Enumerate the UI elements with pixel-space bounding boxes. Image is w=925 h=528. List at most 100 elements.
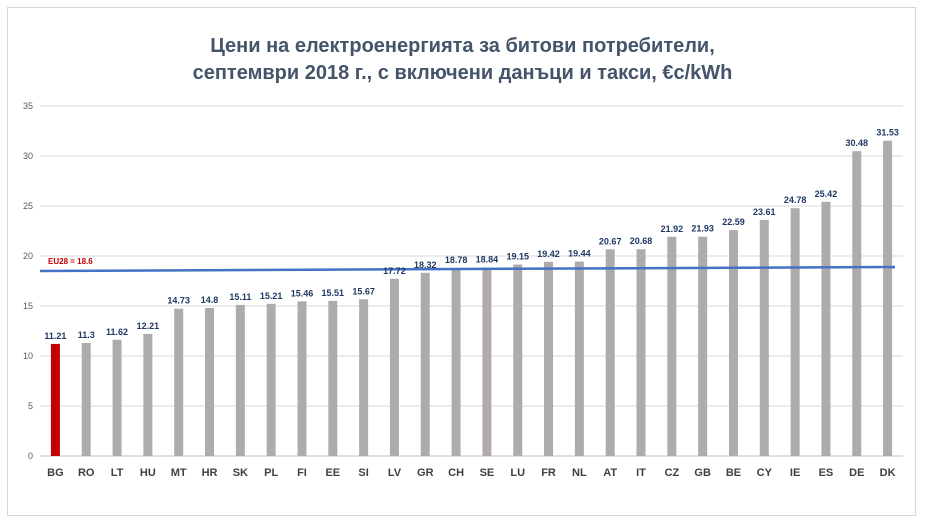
- category-label-es: ES: [819, 467, 834, 479]
- value-label-bg: 11.21: [44, 331, 66, 341]
- value-label-mt: 14.73: [167, 296, 190, 306]
- value-label-si: 15.67: [352, 286, 375, 296]
- bar-si: [359, 299, 369, 456]
- gridlines: [40, 105, 903, 457]
- category-label-ie: IE: [790, 467, 800, 479]
- value-label-de: 30.48: [846, 138, 869, 148]
- bar-pl: [266, 303, 276, 456]
- category-label-it: IT: [636, 467, 646, 479]
- value-label-se: 18.84: [476, 255, 499, 265]
- eu28-reference: EU28 = 18.6: [39, 257, 896, 273]
- y-tick-label: 30: [23, 151, 33, 161]
- category-label-ee: EE: [325, 467, 340, 479]
- category-label-gb: GB: [694, 467, 711, 479]
- category-label-ro: RO: [78, 467, 95, 479]
- bar-es: [821, 201, 831, 456]
- bar-gr: [420, 272, 430, 456]
- category-label-cy: CY: [757, 467, 773, 479]
- bar-nl: [574, 261, 584, 456]
- category-label-nl: NL: [572, 467, 587, 479]
- bar-hr: [205, 308, 215, 456]
- category-label-be: BE: [726, 467, 741, 479]
- bar-lv: [389, 278, 399, 456]
- value-label-gr: 18.32: [414, 260, 437, 270]
- value-label-gb: 21.93: [691, 224, 714, 234]
- value-label-fr: 19.42: [537, 249, 560, 259]
- category-labels: BG RO LT HU MT HR SK PL FI EE SI LV GR CH SE LU FR NL AT IT…: [47, 467, 895, 479]
- value-label-lv: 17.72: [383, 266, 406, 276]
- value-label-at: 20.67: [599, 236, 622, 246]
- category-label-fi: FI: [297, 467, 307, 479]
- value-label-cy: 23.61: [753, 207, 776, 217]
- y-tick-label: 20: [23, 251, 33, 261]
- bar-lt: [112, 339, 122, 456]
- bar-cy: [759, 219, 769, 456]
- value-label-fi: 15.46: [291, 288, 314, 298]
- bar-it: [636, 249, 646, 456]
- value-label-it: 20.68: [630, 236, 653, 246]
- category-label-hr: HR: [202, 467, 218, 479]
- category-label-bg: BG: [47, 467, 64, 479]
- bar-se: [482, 267, 492, 456]
- category-label-si: SI: [358, 467, 368, 479]
- y-tick-label: 5: [28, 401, 33, 411]
- value-label-nl: 19.44: [568, 249, 591, 259]
- bar-lu: [513, 264, 523, 456]
- bar-sk: [235, 304, 245, 456]
- category-label-sk: SK: [233, 467, 248, 479]
- value-label-hu: 12.21: [137, 321, 160, 331]
- value-label-be: 22.59: [722, 217, 745, 227]
- category-label-hu: HU: [140, 467, 156, 479]
- category-label-ch: CH: [448, 467, 464, 479]
- value-label-cz: 21.92: [661, 224, 684, 234]
- chart-title: Цени на електроенергията за битови потре…: [0, 33, 925, 87]
- value-label-pl: 15.21: [260, 291, 283, 301]
- value-label-sk: 15.11: [229, 292, 251, 302]
- bar-fi: [297, 301, 307, 456]
- value-label-ch: 18.78: [445, 255, 468, 265]
- bar-gb: [698, 236, 708, 456]
- value-label-lu: 19.15: [506, 252, 529, 262]
- category-label-gr: GR: [417, 467, 434, 479]
- value-label-es: 25.42: [815, 189, 838, 199]
- category-label-pl: PL: [264, 467, 278, 479]
- category-label-dk: DK: [880, 467, 896, 479]
- value-label-ro: 11.3: [78, 330, 95, 340]
- bar-be: [728, 230, 738, 456]
- bar-ie: [790, 208, 800, 456]
- bar-mt: [174, 308, 184, 456]
- bar-ro: [81, 343, 91, 456]
- value-label-hr: 14.8: [201, 295, 219, 305]
- y-tick-label: 15: [23, 301, 33, 311]
- bars: [50, 140, 893, 456]
- bar-at: [605, 249, 615, 456]
- y-tick-label: 0: [28, 451, 33, 461]
- value-label-lt: 11.62: [106, 327, 128, 337]
- chart-title-line-1: Цени на електроенергията за битови потре…: [210, 35, 715, 57]
- value-label-ie: 24.78: [784, 195, 807, 205]
- category-label-fr: FR: [541, 467, 556, 479]
- category-label-lt: LT: [111, 467, 124, 479]
- category-label-mt: MT: [171, 467, 187, 479]
- value-label-dk: 31.53: [876, 128, 899, 138]
- category-label-se: SE: [480, 467, 495, 479]
- bar-de: [852, 151, 862, 456]
- bar-cz: [667, 236, 677, 456]
- y-tick-label: 35: [23, 101, 33, 111]
- eu28-reference-line: [39, 265, 896, 273]
- bar-bg: [50, 343, 60, 456]
- y-axis-tick-labels: 0 5 10 15 20 25 30 35: [23, 101, 33, 461]
- bar-dk: [883, 140, 893, 456]
- eu28-reference-label: EU28 = 18.6: [48, 257, 93, 266]
- category-label-cz: CZ: [665, 467, 680, 479]
- category-label-at: AT: [603, 467, 617, 479]
- bar-fr: [544, 261, 554, 456]
- y-tick-label: 10: [23, 351, 33, 361]
- category-label-de: DE: [849, 467, 864, 479]
- y-tick-label: 25: [23, 201, 33, 211]
- bar-hu: [143, 333, 153, 456]
- bar-ch: [451, 268, 461, 456]
- category-label-lu: LU: [510, 467, 525, 479]
- bar-ee: [328, 300, 338, 456]
